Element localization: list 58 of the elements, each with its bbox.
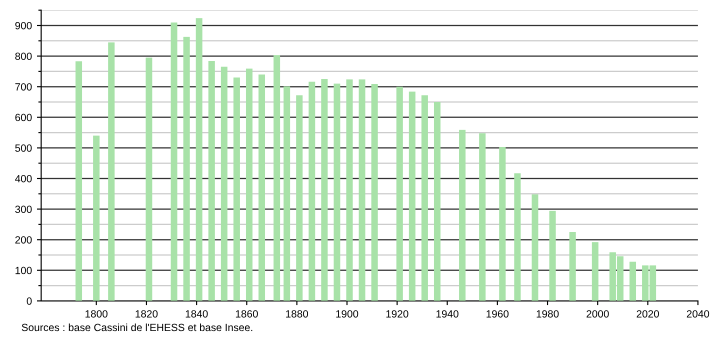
bar [196, 18, 202, 301]
bar [346, 79, 353, 301]
bar [396, 86, 403, 301]
source-note: Sources : base Cassini de l'EHESS et base Insee. [22, 323, 252, 332]
x-tick-label: 1840 [186, 310, 208, 318]
bar [499, 146, 506, 301]
bar [549, 210, 556, 301]
bar [408, 92, 416, 301]
bar [308, 82, 316, 301]
bar [274, 55, 280, 301]
bar [479, 133, 486, 301]
bar [358, 79, 366, 301]
bar [434, 102, 440, 301]
x-tick-label: 1960 [486, 310, 509, 318]
bar [183, 36, 190, 301]
x-tick-label: 1820 [136, 310, 158, 318]
bar [334, 84, 340, 301]
bar [76, 61, 82, 301]
bar [93, 136, 100, 301]
bar [208, 60, 215, 301]
x-tick-label: 1920 [386, 310, 408, 318]
y-tick-label: 300 [15, 206, 32, 213]
y-tick-label: 500 [15, 144, 32, 152]
bar [514, 173, 521, 301]
bar [220, 66, 228, 301]
x-tick-label: 1940 [436, 310, 458, 318]
y-tick-label: 700 [15, 83, 32, 91]
y-tick-label: 100 [16, 266, 32, 274]
x-tick-label: 1980 [536, 310, 559, 318]
bar [321, 79, 328, 301]
x-tick-label: 1800 [86, 310, 108, 318]
y-tick-label: 0 [26, 297, 32, 305]
bar [296, 95, 303, 301]
bar [246, 68, 252, 301]
bar [258, 74, 266, 301]
y-tick-label: 400 [15, 175, 32, 182]
bar [421, 95, 428, 301]
bar [592, 242, 598, 301]
bar [233, 78, 240, 301]
bar [569, 232, 576, 301]
x-tick-label: 1900 [336, 310, 358, 318]
bar [146, 58, 152, 301]
bar [459, 130, 466, 301]
y-tick-label: 800 [15, 52, 32, 60]
x-tick-label: 2000 [586, 310, 609, 318]
bar [371, 84, 378, 301]
x-tick-label: 1880 [286, 310, 308, 318]
bar [284, 86, 290, 301]
x-tick-label: 2040 [686, 310, 710, 318]
bar [630, 262, 636, 301]
y-tick-label: 200 [15, 236, 32, 244]
bar [532, 194, 538, 301]
y-tick-label: 600 [15, 114, 32, 122]
bar [170, 22, 178, 301]
x-tick-label: 1860 [236, 310, 258, 318]
y-tick-label: 900 [15, 22, 32, 30]
x-tick-label: 2020 [636, 310, 659, 318]
bar [108, 42, 115, 301]
